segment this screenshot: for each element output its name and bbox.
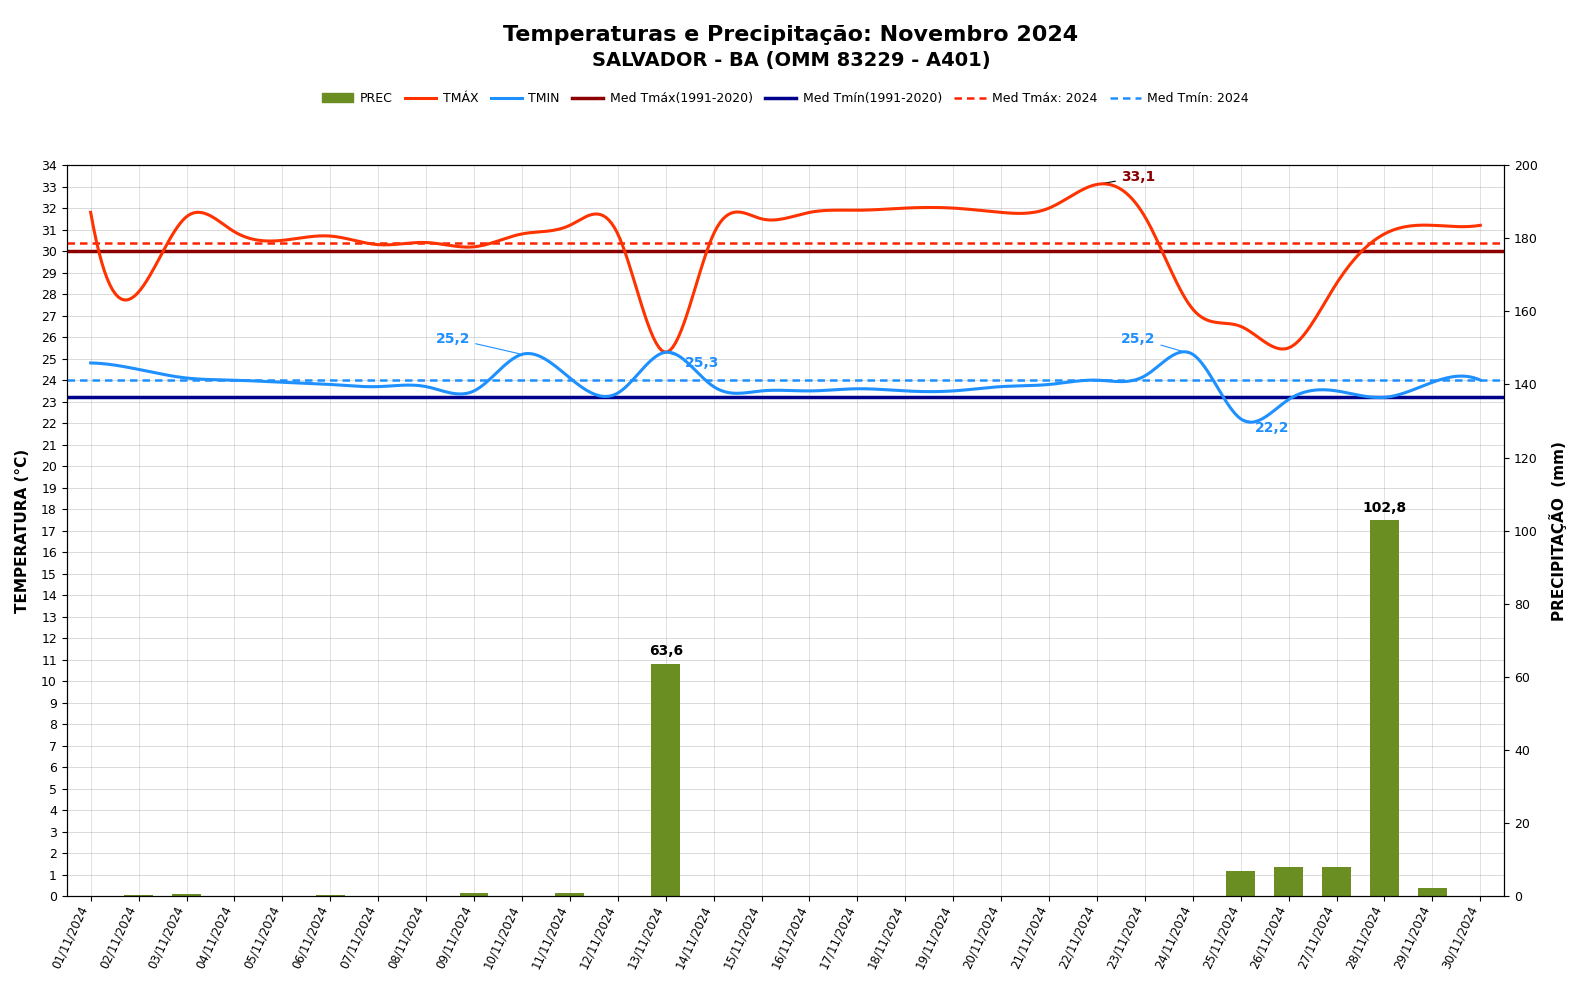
Text: 102,8: 102,8 [1362,501,1406,515]
Bar [1417,887,1448,896]
Bar [460,893,489,896]
Text: 25,3: 25,3 [668,353,720,371]
Bar [172,894,201,896]
Bar [555,893,584,896]
Text: 25,2: 25,2 [435,331,519,354]
Bar [1274,867,1304,896]
Text: Temperaturas e Precipitação: Novembro 2024: Temperaturas e Precipitação: Novembro 20… [503,25,1079,44]
Bar [316,895,345,896]
Text: SALVADOR - BA (OMM 83229 - A401): SALVADOR - BA (OMM 83229 - A401) [592,51,990,70]
Bar [1226,872,1255,896]
Text: 33,1: 33,1 [1099,171,1155,184]
Y-axis label: TEMPERATURA (°C): TEMPERATURA (°C) [14,449,30,612]
Bar [1370,521,1398,896]
Bar [125,895,153,896]
Text: 25,2: 25,2 [1122,331,1190,354]
Text: 22,2: 22,2 [1243,420,1289,435]
Y-axis label: PRECIPITAÇÃO  (mm): PRECIPITAÇÃO (mm) [1549,441,1568,620]
Bar [652,664,680,896]
Bar [1323,867,1351,896]
Legend: PREC, TMÁX, TMIN, Med Tmáx(1991-2020), Med Tmín(1991-2020), Med Tmáx: 2024, Med : PREC, TMÁX, TMIN, Med Tmáx(1991-2020), M… [316,87,1255,110]
Text: 63,6: 63,6 [649,645,683,659]
